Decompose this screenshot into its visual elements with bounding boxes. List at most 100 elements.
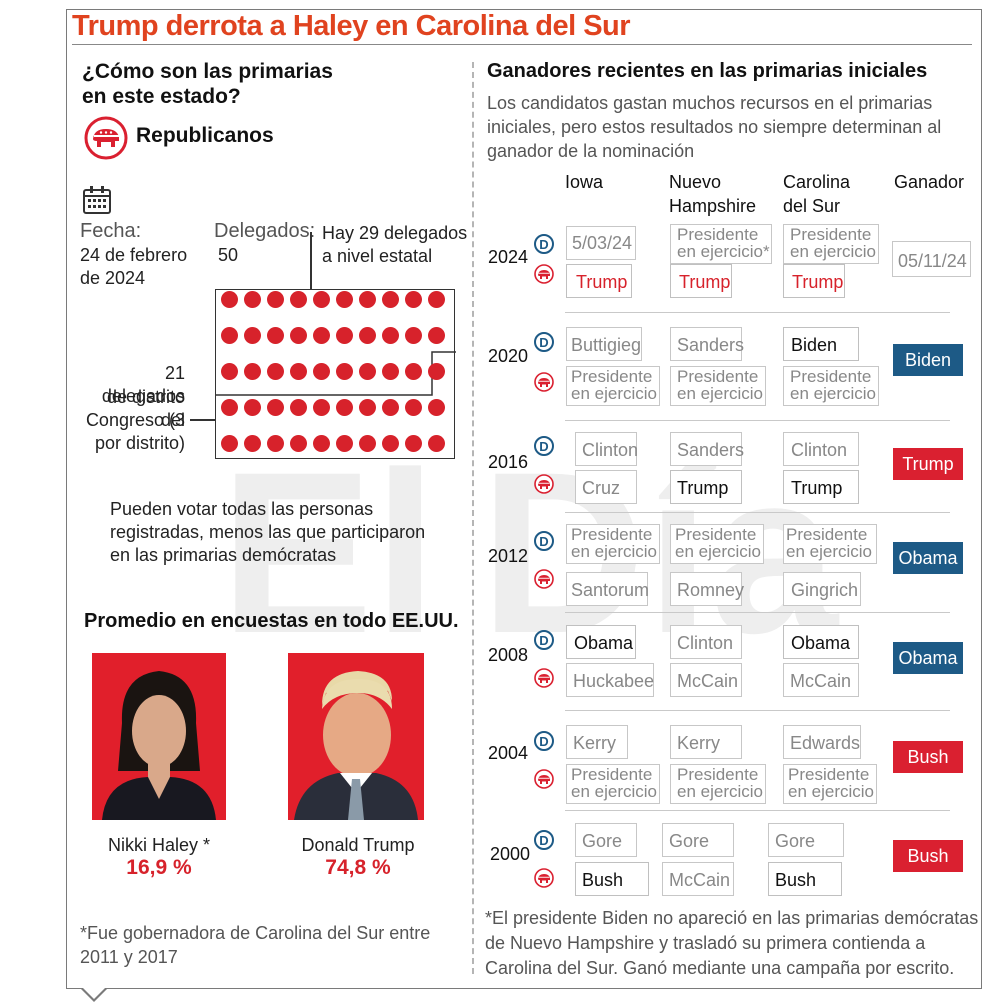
cell-2020-r-sc: Presidente en ejercicio xyxy=(783,366,879,406)
delegados-value: 50 xyxy=(218,245,239,265)
cell-2000-d-nh: Gore xyxy=(662,823,734,857)
estatal-line1: Hay 29 delegados xyxy=(322,223,468,243)
cell-2008-r-iowa: Huckabee xyxy=(566,663,654,697)
fecha-label: Fecha: xyxy=(80,220,142,242)
republican-icon xyxy=(534,372,554,392)
statewide-delegate-dot xyxy=(382,327,399,344)
statewide-delegate-dot xyxy=(221,291,238,308)
district-delegate-dot xyxy=(244,399,261,416)
calendar-icon xyxy=(83,186,111,214)
fecha-line2: de 2024 xyxy=(80,268,146,288)
candidate-pct-trump: 74,8 % xyxy=(325,856,391,879)
statewide-delegate-dot xyxy=(267,363,284,380)
democrat-icon: D xyxy=(534,630,554,650)
winner-badge-2012: Obama xyxy=(893,542,963,574)
distrito-line4: por distrito) xyxy=(94,433,185,453)
col-header-nh-line1: Nuevo xyxy=(669,172,722,192)
cell-2024-d-sc: Presidente en ejercicio xyxy=(783,224,879,264)
district-delegate-dot xyxy=(267,399,284,416)
footnote-line1: *Fue gobernadora de Carolina del Sur ent… xyxy=(80,923,431,943)
democrat-icon: D xyxy=(534,731,554,751)
district-delegate-dot xyxy=(313,435,330,452)
page-title: Trump derrota a Haley en Carolina del Su… xyxy=(72,10,631,42)
left-heading-line1: ¿Cómo son las primarias xyxy=(82,60,333,83)
cell-2000-r-iowa: Bush xyxy=(575,862,649,896)
cell-2012-d-iowa: Presidente en ejercicio xyxy=(566,524,660,564)
cell-2024-winner: 05/11/24 xyxy=(892,241,971,277)
cell-2016-r-iowa: Cruz xyxy=(575,470,637,504)
statewide-delegate-dot xyxy=(428,291,445,308)
cell-2020-d-iowa: Buttigieg xyxy=(566,327,642,361)
cell-2004-r-iowa: Presidente en ejercicio xyxy=(566,764,660,804)
column-divider xyxy=(472,62,474,974)
statewide-delegate-dot xyxy=(244,291,261,308)
col-header-winner: Ganador xyxy=(894,172,965,192)
title-rule xyxy=(72,44,972,45)
delegates-grid xyxy=(215,289,455,459)
candidate-name-haley: Nikki Haley * xyxy=(107,835,211,855)
cell-2020-d-sc: Biden xyxy=(783,327,859,361)
cell-2016-d-sc: Clinton xyxy=(783,432,859,466)
district-delegate-dot xyxy=(290,435,307,452)
right-note-line2: de Nuevo Hampshire y trasladó su primera… xyxy=(485,933,926,953)
cell-2024-r-sc: Trump xyxy=(783,264,845,298)
cell-2008-d-nh: Clinton xyxy=(670,625,742,659)
statewide-delegate-dot xyxy=(244,327,261,344)
cell-2012-r-sc: Gingrich xyxy=(783,572,861,606)
right-heading: Ganadores recientes en las primarias ini… xyxy=(487,60,928,82)
statewide-delegate-dot xyxy=(359,363,376,380)
winner-badge-2008: Obama xyxy=(893,642,963,674)
republican-elephant-icon xyxy=(84,116,128,160)
footnote-line2: 2011 y 2017 xyxy=(80,947,178,967)
statewide-delegate-dot xyxy=(290,327,307,344)
democrat-icon: D xyxy=(534,436,554,456)
cell-2004-r-sc: Presidente en ejercicio xyxy=(783,764,877,804)
col-header-nh-line2: Hampshire xyxy=(669,196,757,216)
year-2016: 2016 xyxy=(488,452,529,472)
col-header-iowa: Iowa xyxy=(565,172,604,192)
statewide-delegate-dot xyxy=(267,291,284,308)
cell-2000-d-iowa: Gore xyxy=(575,823,637,857)
winner-badge-2016: Trump xyxy=(893,448,963,480)
cell-2012-d-sc: Presidente en ejercicio xyxy=(783,524,877,564)
district-delegate-dot xyxy=(336,435,353,452)
left-heading-line2: en este estado? xyxy=(82,85,241,108)
cell-2008-r-nh: McCain xyxy=(670,663,742,697)
distrito-line3: Congreso (3 xyxy=(85,410,185,430)
statewide-delegate-dot xyxy=(313,363,330,380)
winner-badge-2020: Biden xyxy=(893,344,963,376)
cell-2024-d-iowa: 5/03/24 xyxy=(566,226,636,260)
statewide-delegate-dot xyxy=(382,291,399,308)
district-delegate-dot xyxy=(405,399,422,416)
statewide-delegate-dot xyxy=(428,327,445,344)
district-delegate-dot xyxy=(336,399,353,416)
right-sub-line3: ganador de la nominación xyxy=(487,141,695,161)
republican-icon xyxy=(534,569,554,589)
delegados-label: Delegados: xyxy=(214,220,316,242)
district-delegate-dot xyxy=(428,435,445,452)
district-delegate-dot xyxy=(290,399,307,416)
year-2024: 2024 xyxy=(488,247,529,267)
statewide-delegate-dot xyxy=(244,363,261,380)
cell-2000-d-sc: Gore xyxy=(768,823,844,857)
cell-2000-r-nh: McCain xyxy=(662,862,734,896)
cell-2020-d-nh: Sanders xyxy=(670,327,744,361)
distrito-connector xyxy=(190,419,215,421)
polls-heading: Promedio en encuestas en todo EE.UU. xyxy=(84,610,459,632)
cell-2024-d-nh: Presidente en ejercicio* xyxy=(670,224,772,264)
cell-2024-r-nh: Trump xyxy=(670,264,732,298)
republican-icon xyxy=(534,868,554,888)
year-2000: 2000 xyxy=(490,844,531,864)
district-delegate-dot xyxy=(428,363,445,380)
statewide-delegate-dot xyxy=(405,291,422,308)
year-2004: 2004 xyxy=(488,743,529,763)
fecha-line1: 24 de febrero xyxy=(80,245,188,265)
democrat-icon: D xyxy=(534,332,554,352)
statewide-delegate-dot xyxy=(336,363,353,380)
district-delegate-dot xyxy=(267,435,284,452)
statewide-delegate-dot xyxy=(313,291,330,308)
cell-2012-r-iowa: Santorum xyxy=(566,572,649,606)
col-header-sc-line2: del Sur xyxy=(783,196,841,216)
year-2020: 2020 xyxy=(488,346,529,366)
statewide-delegate-dot xyxy=(221,327,238,344)
